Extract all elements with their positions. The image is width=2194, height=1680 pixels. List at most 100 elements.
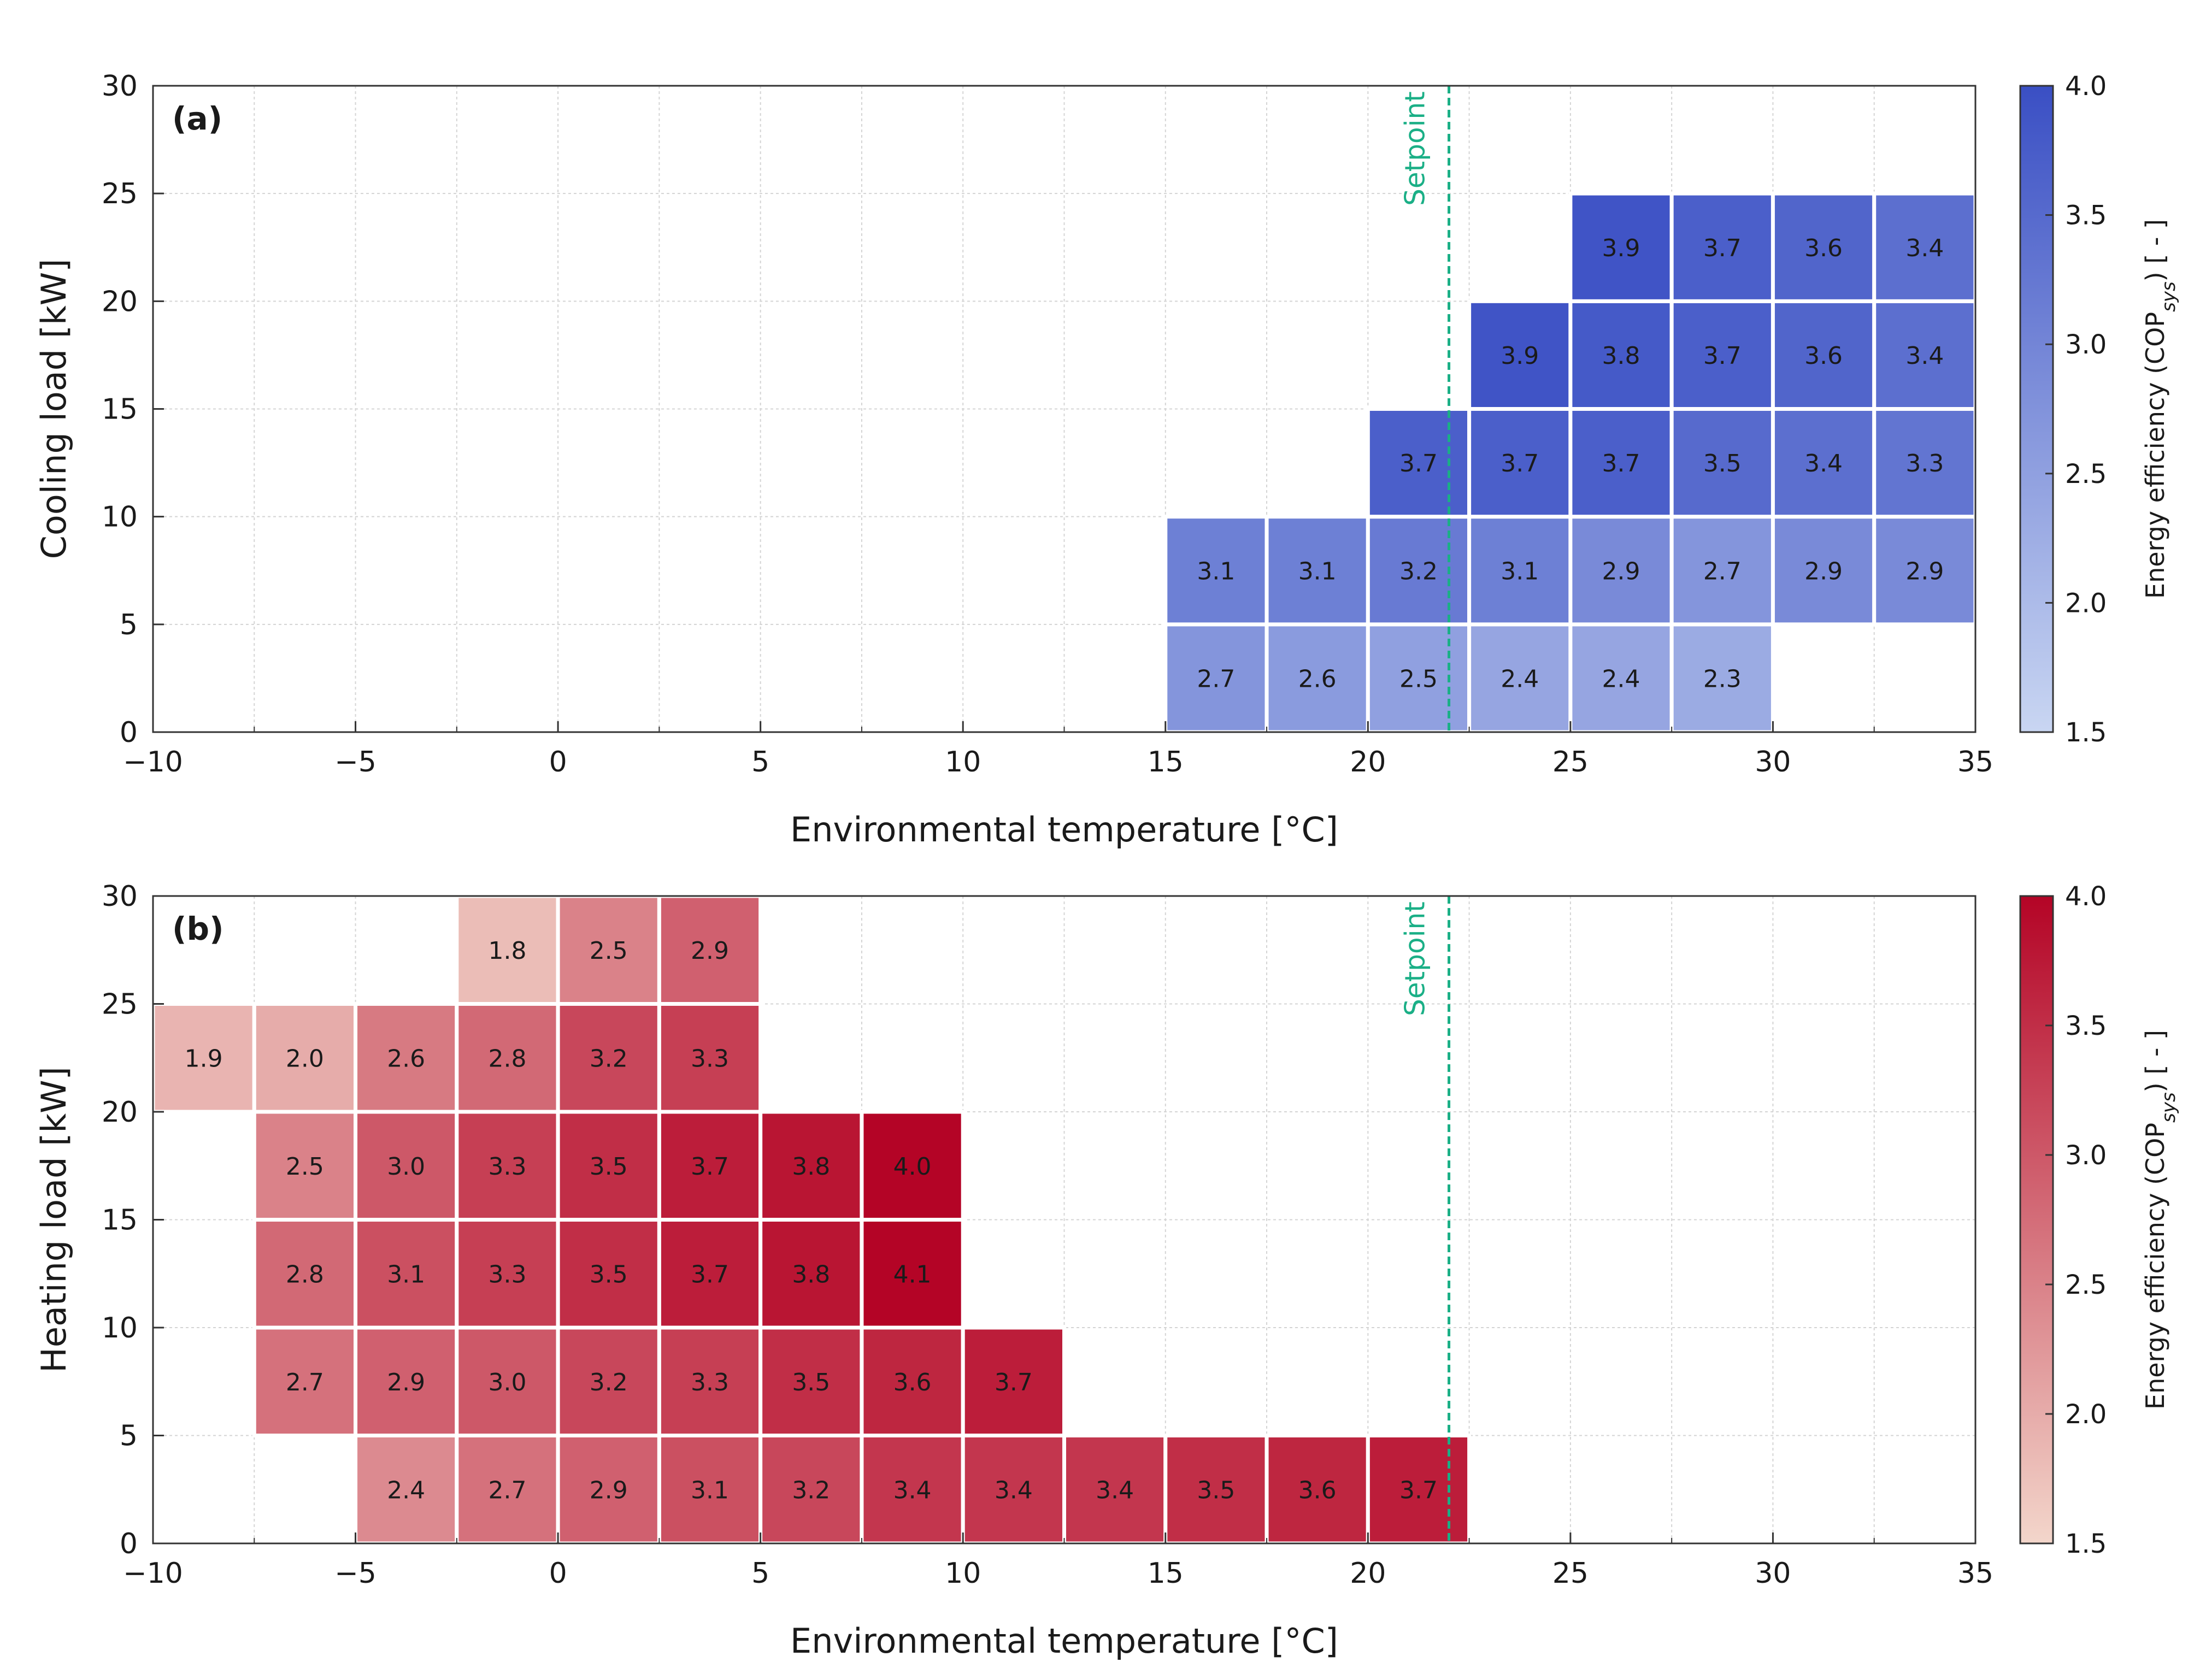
cell-value-label: 3.7 [1703, 342, 1742, 370]
cell-value-label: 3.5 [792, 1369, 830, 1396]
heatmap-cell [1366, 407, 1472, 519]
heatmap-cell [455, 1218, 560, 1330]
y-tick-label: 25 [102, 988, 138, 1021]
heatmap-cell [1872, 299, 1978, 411]
cell-value-label: 3.3 [488, 1260, 526, 1288]
colorbar-tick-label: 3.0 [2065, 329, 2107, 360]
cell-value-label: 2.9 [387, 1369, 425, 1396]
colorbar: 1.5 2.0 2.5 3.0 3.5 4.0 Energy efficiency (COP… [2019, 71, 2180, 748]
heatmap-cell [1264, 1434, 1370, 1546]
colorbar-title-main: Energy efficiency (COP [2140, 312, 2170, 599]
setpoint-label: Setpoint [1399, 91, 1431, 206]
colorbar-bar [2019, 895, 2054, 1545]
cell-value-label: 3.2 [792, 1476, 830, 1504]
cell-value-label: 3.6 [1298, 1476, 1337, 1504]
cell-value-label: 2.3 [1703, 665, 1742, 693]
heatmap-cell [1568, 515, 1674, 627]
heatmap-cell [657, 1002, 763, 1114]
cell-value-label: 2.7 [1703, 557, 1742, 585]
heatmap-cell [1366, 1434, 1472, 1546]
y-tick-label: 10 [102, 1312, 138, 1345]
cell-value-label: 3.6 [1804, 234, 1843, 262]
cell-value-label: 2.8 [286, 1260, 324, 1288]
cell-value-label: 2.5 [1399, 665, 1438, 693]
y-axis-title: Heating load [kW] [34, 1066, 74, 1372]
colorbar-title: Energy efficiency (COPsys) [ - ] [2140, 1030, 2180, 1410]
heatmap-cell [455, 894, 560, 1006]
heatmap-cell [1467, 299, 1573, 411]
cell-value-label: 3.2 [590, 1045, 628, 1072]
cell-value-label: 2.6 [1298, 665, 1337, 693]
cell-value-label: 3.4 [995, 1476, 1033, 1504]
colorbar-tick-label: 1.5 [2065, 1529, 2107, 1559]
colorbar-title-sub: sys [2158, 1092, 2180, 1123]
heatmap-cell [758, 1218, 864, 1330]
y-tick-label: 0 [120, 716, 138, 749]
x-tick-label: −5 [334, 746, 377, 779]
x-axis-title: Environmental temperature [°C] [790, 1621, 1338, 1661]
cell-value-label: 3.8 [792, 1153, 830, 1181]
cell-value-label: 3.3 [691, 1045, 729, 1072]
cell-value-label: 3.8 [792, 1260, 830, 1288]
y-tick-label: 5 [120, 1420, 138, 1453]
x-tick-label: −10 [123, 1557, 183, 1590]
cell-value-label: 3.2 [1399, 557, 1438, 585]
heatmap-cell [1366, 515, 1472, 627]
x-tick-label: 20 [1350, 1557, 1386, 1590]
colorbar-title-sub: sys [2158, 281, 2180, 312]
heatmap-cell [1771, 515, 1877, 627]
cell-value-label: 3.7 [1501, 450, 1539, 478]
cell-value-label: 3.5 [590, 1153, 628, 1181]
cell-value-label: 2.4 [1501, 665, 1539, 693]
y-tick-label: 30 [102, 880, 138, 913]
heatmap-cell [556, 1325, 661, 1437]
cell-value-label: 3.4 [1804, 450, 1843, 478]
colorbar-tick-label: 4.0 [2065, 71, 2107, 102]
cell-value-label: 3.7 [1703, 234, 1742, 262]
heatmap-cell [657, 894, 763, 1006]
heatmap-cells: 2.7 2.6 2.5 2.4 2.4 2.3 3.1 3.1 3.2 3.1 2.9 2.7 2.9 2… [1163, 191, 1978, 734]
cell-value-label: 4.1 [893, 1260, 932, 1288]
x-tick-label: 35 [1957, 1557, 1993, 1590]
cell-value-label: 3.1 [387, 1260, 425, 1288]
colorbar-title-end: ) [ - ] [2140, 1030, 2170, 1092]
cell-value-label: 3.4 [1905, 342, 1944, 370]
y-tick-label: 25 [102, 178, 138, 210]
heatmap-cell [1062, 1434, 1168, 1546]
cell-value-label: 2.0 [286, 1045, 324, 1072]
x-tick-label: −10 [123, 746, 183, 779]
y-tick-label: 20 [102, 285, 138, 318]
cell-value-label: 3.1 [691, 1476, 729, 1504]
colorbar-title: Energy efficiency (COPsys) [ - ] [2140, 219, 2180, 599]
cell-value-label: 3.9 [1602, 234, 1640, 262]
colorbar-tick-label: 3.5 [2065, 201, 2107, 231]
cell-value-label: 3.7 [691, 1260, 729, 1288]
colorbar: 1.5 2.0 2.5 3.0 3.5 4.0 Energy efficiency (COP… [2019, 881, 2180, 1559]
cell-value-label: 2.7 [488, 1476, 526, 1504]
y-tick-label: 5 [120, 609, 138, 641]
cell-value-label: 2.7 [286, 1369, 324, 1396]
heatmap-cell [1872, 191, 1978, 303]
x-tick-label: 30 [1755, 746, 1791, 779]
panel-label: (b) [172, 910, 224, 947]
x-tick-label: 30 [1755, 1557, 1791, 1590]
y-axis-title: Cooling load [kW] [34, 259, 74, 559]
x-tick-label: 5 [751, 746, 769, 779]
x-tick-label: −5 [334, 1557, 377, 1590]
heatmap-cell [1568, 191, 1674, 303]
cell-value-label: 3.5 [590, 1260, 628, 1288]
cell-value-label: 3.4 [1096, 1476, 1134, 1504]
heatmap-cell [354, 1218, 459, 1330]
heatmap-cell [556, 1002, 661, 1114]
colorbar-bar [2019, 85, 2054, 733]
heatmap-cell [1163, 515, 1269, 627]
heatmap-cell [860, 1110, 965, 1222]
cell-value-label: 3.4 [893, 1476, 932, 1504]
colorbar-tick-label: 3.0 [2065, 1140, 2107, 1171]
x-tick-label: 20 [1350, 746, 1386, 779]
cell-value-label: 3.7 [995, 1369, 1033, 1396]
cell-value-label: 1.8 [488, 937, 526, 965]
cell-value-label: 3.3 [488, 1153, 526, 1181]
